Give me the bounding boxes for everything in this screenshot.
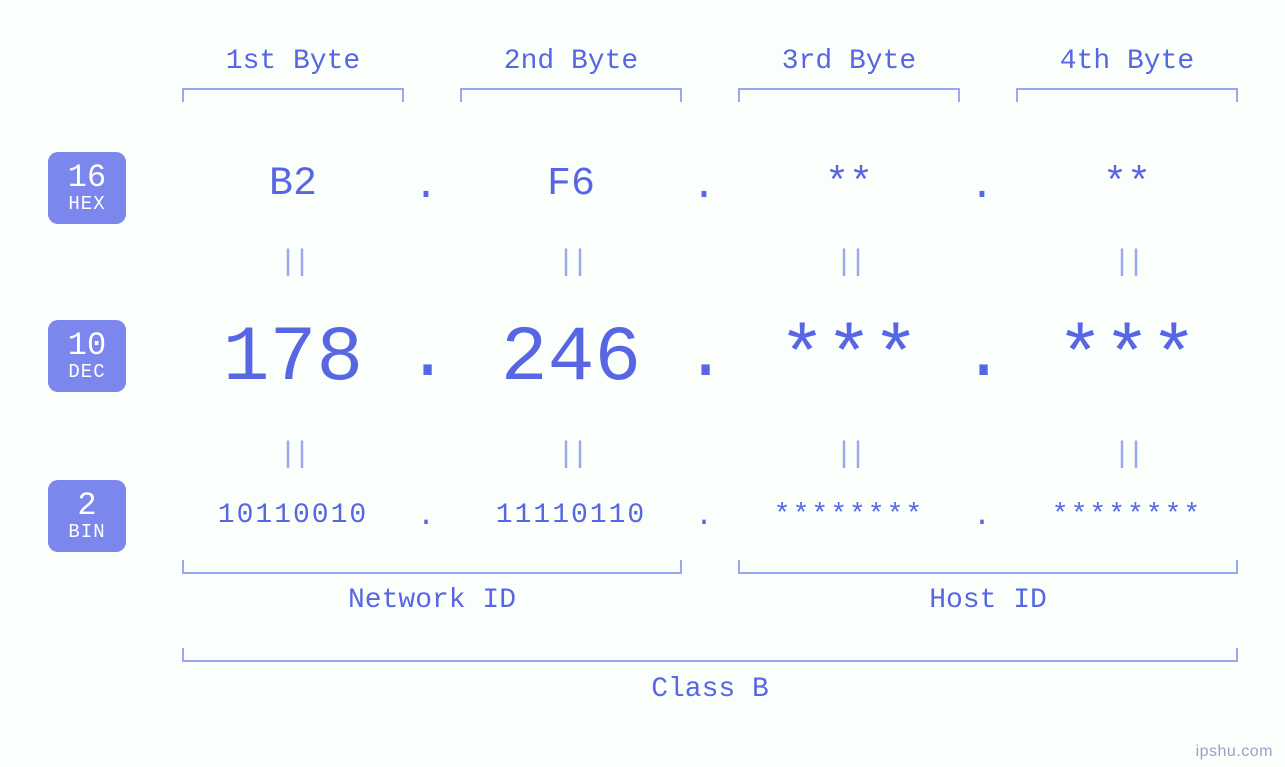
badge-bin-label: BIN <box>68 523 105 543</box>
byte-label-2: 2nd Byte <box>460 46 682 77</box>
byte-label-1: 1st Byte <box>182 46 404 77</box>
byte-bracket-3 <box>738 88 960 102</box>
network-bracket <box>182 560 682 574</box>
dec-dot-2: . <box>684 315 724 397</box>
watermark: ipshu.com <box>1196 743 1273 761</box>
bin-byte-4: ******** <box>1016 500 1238 531</box>
host-bracket <box>738 560 1238 574</box>
badge-dec-num: 10 <box>68 329 106 363</box>
eq-2-1: || <box>273 438 313 472</box>
eq-1-2: || <box>551 246 591 280</box>
byte-bracket-4 <box>1016 88 1238 102</box>
class-bracket <box>182 648 1238 662</box>
hex-byte-1: B2 <box>182 162 404 207</box>
bin-byte-1: 10110010 <box>182 500 404 531</box>
eq-2-2: || <box>551 438 591 472</box>
bin-byte-2: 11110110 <box>460 500 682 531</box>
badge-hex-label: HEX <box>68 195 105 215</box>
eq-1-1: || <box>273 246 313 280</box>
eq-2-4: || <box>1107 438 1147 472</box>
badge-bin-num: 2 <box>77 489 96 523</box>
dec-byte-4: *** <box>1016 315 1238 403</box>
bin-dot-3: . <box>962 500 1002 534</box>
badge-hex: 16 HEX <box>48 152 126 224</box>
dec-byte-3: *** <box>738 315 960 403</box>
badge-hex-num: 16 <box>68 161 106 195</box>
hex-dot-3: . <box>962 162 1002 210</box>
bin-byte-3: ******** <box>738 500 960 531</box>
hex-byte-2: F6 <box>460 162 682 207</box>
host-id-label: Host ID <box>738 585 1238 616</box>
dec-dot-1: . <box>406 315 446 397</box>
byte-bracket-2 <box>460 88 682 102</box>
byte-label-4: 4th Byte <box>1016 46 1238 77</box>
eq-1-3: || <box>829 246 869 280</box>
bin-dot-2: . <box>684 500 724 534</box>
bin-dot-1: . <box>406 500 446 534</box>
hex-dot-2: . <box>684 162 724 210</box>
dec-dot-3: . <box>962 315 1002 397</box>
class-label: Class B <box>182 674 1238 705</box>
eq-1-4: || <box>1107 246 1147 280</box>
byte-bracket-1 <box>182 88 404 102</box>
badge-dec: 10 DEC <box>48 320 126 392</box>
network-id-label: Network ID <box>182 585 682 616</box>
hex-byte-4: ** <box>1016 162 1238 207</box>
dec-byte-1: 178 <box>182 315 404 403</box>
byte-label-3: 3rd Byte <box>738 46 960 77</box>
hex-byte-3: ** <box>738 162 960 207</box>
badge-dec-label: DEC <box>68 363 105 383</box>
dec-byte-2: 246 <box>460 315 682 403</box>
hex-dot-1: . <box>406 162 446 210</box>
badge-bin: 2 BIN <box>48 480 126 552</box>
eq-2-3: || <box>829 438 869 472</box>
